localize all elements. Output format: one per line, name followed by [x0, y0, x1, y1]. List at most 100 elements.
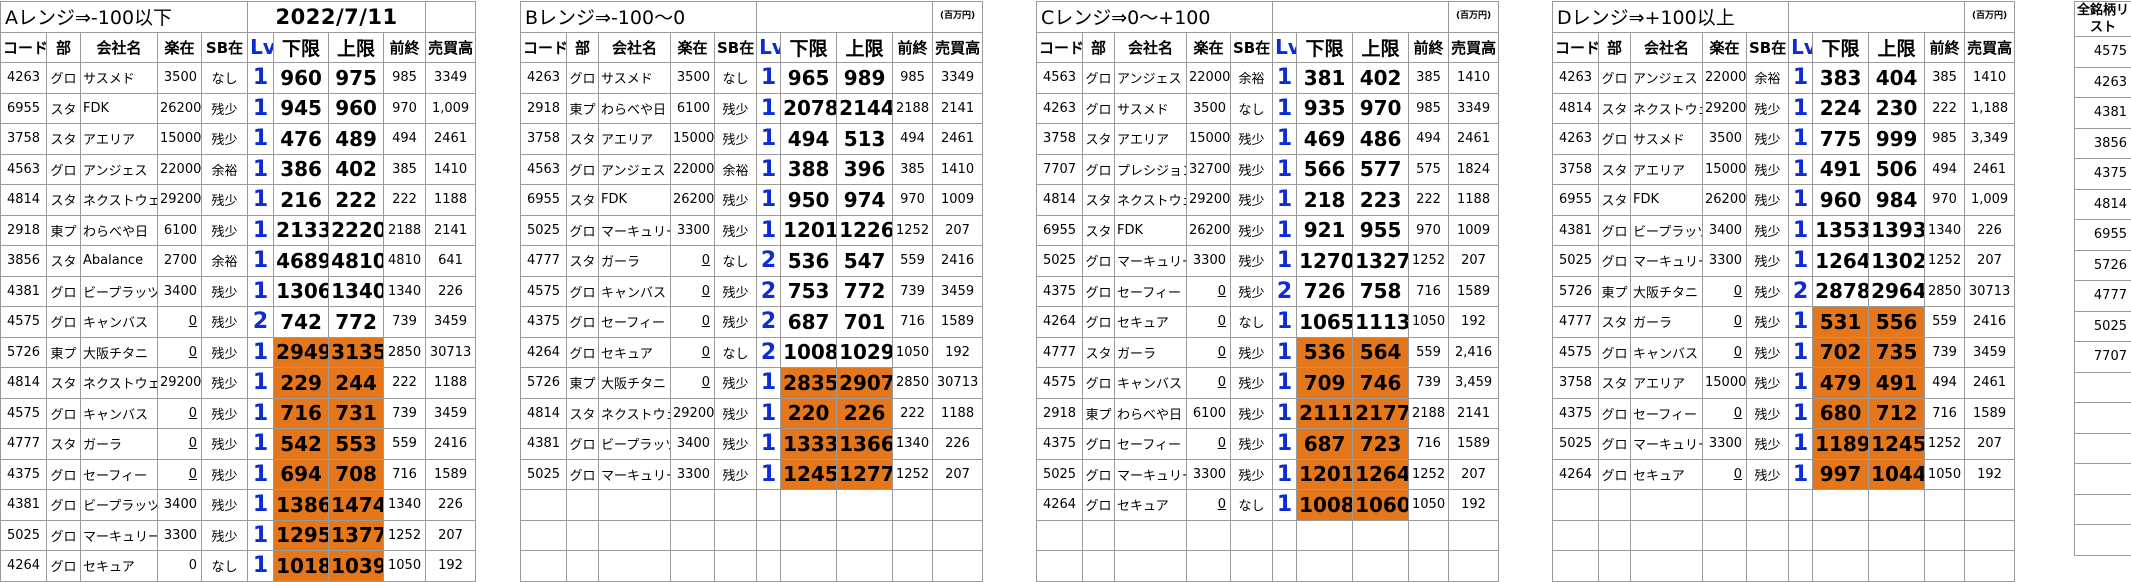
- column-header: 上限: [329, 32, 384, 63]
- rakuzai-cell: 29200: [158, 368, 202, 399]
- lv-cell: 2: [757, 307, 781, 338]
- rakuzai-cell: 3300: [1703, 429, 1747, 460]
- lower-price-cell: 2078: [781, 93, 837, 124]
- upper-price-cell: 974: [837, 185, 893, 216]
- empty-cell: [1599, 520, 1631, 551]
- prev-close-cell: 1252: [893, 459, 933, 490]
- upper-price-cell: 975: [329, 63, 384, 94]
- empty-cell: [757, 520, 781, 551]
- upper-price-cell: 758: [1353, 276, 1409, 307]
- code-cell: 5025: [1553, 246, 1599, 277]
- prev-close-cell: 739: [893, 276, 933, 307]
- prev-close-cell: 1252: [893, 215, 933, 246]
- market-cell: グロ: [567, 154, 599, 185]
- code-cell: 4575: [1553, 337, 1599, 368]
- market-cell: グロ: [1083, 368, 1115, 399]
- company-cell: サスメド: [1115, 93, 1187, 124]
- list-item: 4814: [2075, 189, 2131, 220]
- lv-cell: 1: [248, 368, 274, 399]
- rakuzai-cell: 15000: [1187, 124, 1231, 155]
- rakuzai-cell: 0: [1703, 276, 1747, 307]
- prev-close-cell: 739: [1409, 368, 1449, 399]
- sbzai-cell: 残少: [1231, 215, 1273, 246]
- column-header: Lv: [1273, 32, 1297, 63]
- empty-cell: [1297, 551, 1353, 582]
- company-cell: マーキュリー: [1115, 246, 1187, 277]
- upper-price-cell: 746: [1353, 368, 1409, 399]
- list-item: [2075, 403, 2131, 434]
- upper-price-cell: 547: [837, 246, 893, 277]
- sbzai-cell: 残少: [715, 276, 757, 307]
- sbzai-cell: 残少: [1231, 276, 1273, 307]
- prev-close-cell: 559: [893, 246, 933, 277]
- empty-cell: [1747, 551, 1789, 582]
- company-cell: アエリア: [1631, 368, 1703, 399]
- company-cell: アンジェス: [81, 154, 158, 185]
- sbzai-cell: 残少: [715, 124, 757, 155]
- upper-price-cell: 2907: [837, 368, 893, 399]
- lower-price-cell: 1264: [1813, 246, 1869, 277]
- code-cell: 2918: [1, 215, 47, 246]
- table-row: [1553, 551, 2015, 582]
- code-cell: 6955: [1, 93, 47, 124]
- sbzai-cell: 残少: [1231, 337, 1273, 368]
- upper-price-cell: 999: [1869, 124, 1925, 155]
- volume-cell: 2141: [426, 215, 476, 246]
- company-cell: 大阪チタニ: [81, 337, 158, 368]
- sbzai-cell: 残少: [1747, 459, 1789, 490]
- code-cell: 5726: [1553, 276, 1599, 307]
- code-cell: 2918: [521, 93, 567, 124]
- volume-cell: 1410: [426, 154, 476, 185]
- code-cell: 4375: [1553, 398, 1599, 429]
- lower-price-cell: 997: [1813, 459, 1869, 490]
- lv-cell: 2: [757, 246, 781, 277]
- empty-cell: [1449, 551, 1499, 582]
- company-cell: アエリア: [1631, 154, 1703, 185]
- lv-cell: 1: [1789, 398, 1813, 429]
- empty-cell: [1187, 551, 1231, 582]
- lv-cell: 1: [1789, 124, 1813, 155]
- volume-cell: 1188: [426, 368, 476, 399]
- company-cell: サスメド: [599, 63, 671, 94]
- prev-close-cell: 1252: [1409, 459, 1449, 490]
- upper-price-cell: 1340: [329, 276, 384, 307]
- sbzai-cell: 残少: [202, 93, 248, 124]
- volume-cell: 2416: [426, 429, 476, 460]
- prev-close-cell: 559: [1925, 307, 1965, 338]
- lower-price-cell: 229: [274, 368, 329, 399]
- lv-cell: 1: [757, 459, 781, 490]
- empty-cell: [1747, 520, 1789, 551]
- sbzai-cell: 残少: [202, 215, 248, 246]
- lower-price-cell: 709: [1297, 368, 1353, 399]
- company-cell: わらべや日: [81, 215, 158, 246]
- empty-cell: [1231, 551, 1273, 582]
- volume-cell: 192: [1449, 307, 1499, 338]
- empty-cell: [1083, 551, 1115, 582]
- code-cell: 4575: [1, 307, 47, 338]
- empty-cell: [1813, 520, 1869, 551]
- rakuzai-cell: 0: [1703, 337, 1747, 368]
- code-cell: 5726: [1, 337, 47, 368]
- empty-cell: [2075, 403, 2131, 434]
- prev-close-cell: 970: [384, 93, 426, 124]
- empty-cell: [1631, 520, 1703, 551]
- upper-price-cell: 1366: [837, 429, 893, 460]
- list-code-cell: 4777: [2075, 281, 2131, 312]
- empty-cell: [671, 490, 715, 521]
- lv-cell: 1: [248, 398, 274, 429]
- prev-close-cell: 739: [384, 398, 426, 429]
- lower-price-cell: 950: [781, 185, 837, 216]
- range-table-d: Dレンジ⇒+100以上(百万円)コード部会社名楽在SB在Lv下限上限前終売買高4…: [1552, 1, 2015, 582]
- volume-cell: 207: [933, 215, 983, 246]
- company-cell: サスメド: [1631, 124, 1703, 155]
- list-item: 4777: [2075, 281, 2131, 312]
- lv-cell: 1: [248, 93, 274, 124]
- rakuzai-cell: 26200: [1703, 185, 1747, 216]
- column-header: 下限: [274, 32, 329, 63]
